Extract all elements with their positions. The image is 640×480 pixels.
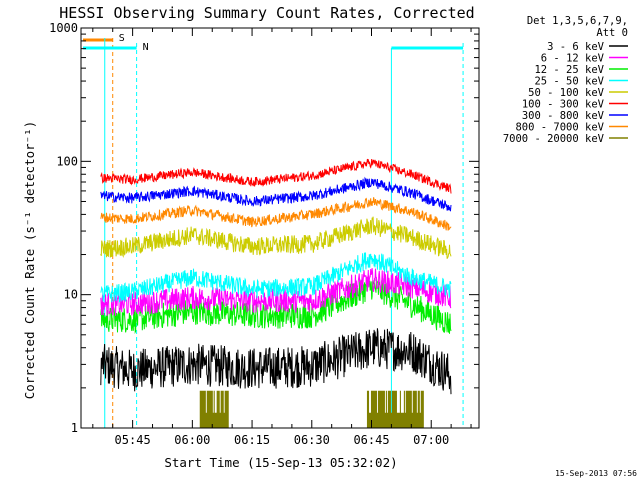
y-tick-label: 10	[64, 288, 78, 302]
legend-label: 50 - 100 keV	[528, 87, 605, 99]
series-50-100-kev	[100, 216, 452, 259]
series-100-300-kev	[100, 158, 452, 194]
series-path	[100, 277, 452, 335]
x-axis-label: Start Time (15-Sep-13 05:32:02)	[164, 455, 397, 470]
legend-label: 7000 - 20000 keV	[503, 133, 605, 145]
legend-title-line2: Att 0	[596, 27, 628, 39]
series-300-800-kev	[100, 176, 452, 212]
n-marker-label: N	[143, 42, 149, 53]
series-path	[100, 176, 452, 212]
y-tick-label: 1	[71, 421, 78, 435]
series-path	[100, 216, 452, 259]
chart-title: HESSI Observing Summary Count Rates, Cor…	[59, 4, 474, 22]
x-tick-label: 05:45	[115, 433, 151, 447]
legend-label: 300 - 800 keV	[522, 110, 605, 122]
y-axis-label: Corrected Count Rate (s⁻¹ detector⁻¹)	[22, 121, 37, 399]
series-800-7000-kev	[100, 197, 452, 231]
series-12-25-kev	[100, 277, 452, 335]
series-7000-20000-kev	[199, 390, 424, 428]
series-path	[100, 197, 452, 231]
x-tick-label: 06:30	[294, 433, 330, 447]
series-path	[100, 328, 452, 395]
series-25-50-kev	[100, 252, 452, 303]
axes: 05:45 06:00 06:15 06:30 06:45 07:00 1 10 100 1000	[49, 21, 480, 447]
legend-label: 12 - 25 keV	[534, 64, 604, 76]
y-tick-label: 100	[56, 154, 78, 168]
x-tick-label: 06:45	[353, 433, 389, 447]
legend-label: 6 - 12 keV	[541, 53, 605, 65]
legend-label: 800 - 7000 keV	[515, 122, 604, 134]
x-tick-label: 06:00	[174, 433, 210, 447]
plot-frame	[80, 27, 480, 429]
footer-timestamp: 15-Sep-2013 07:56	[555, 469, 637, 478]
x-tick-label: 07:00	[413, 433, 449, 447]
series-layer	[100, 158, 452, 428]
series-path	[199, 390, 424, 428]
y-tick-label: 1000	[49, 21, 78, 35]
series-3-6-kev	[100, 328, 452, 395]
legend-title: Det 1,3,5,6,7,9,	[527, 15, 628, 27]
series-path	[100, 158, 452, 194]
x-tick-label: 06:15	[234, 433, 270, 447]
legend-label: 3 - 6 keV	[547, 41, 605, 53]
legend-label: 25 - 50 keV	[534, 76, 604, 88]
series-path	[100, 252, 452, 303]
legend-label: 100 - 300 keV	[522, 99, 605, 111]
s-marker-label: S	[119, 33, 125, 44]
